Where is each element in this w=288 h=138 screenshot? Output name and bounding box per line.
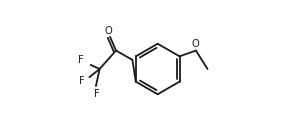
Text: O: O [105, 26, 112, 36]
Text: O: O [191, 39, 199, 49]
Text: F: F [77, 55, 83, 65]
Text: F: F [79, 76, 85, 86]
Text: F: F [94, 89, 100, 99]
